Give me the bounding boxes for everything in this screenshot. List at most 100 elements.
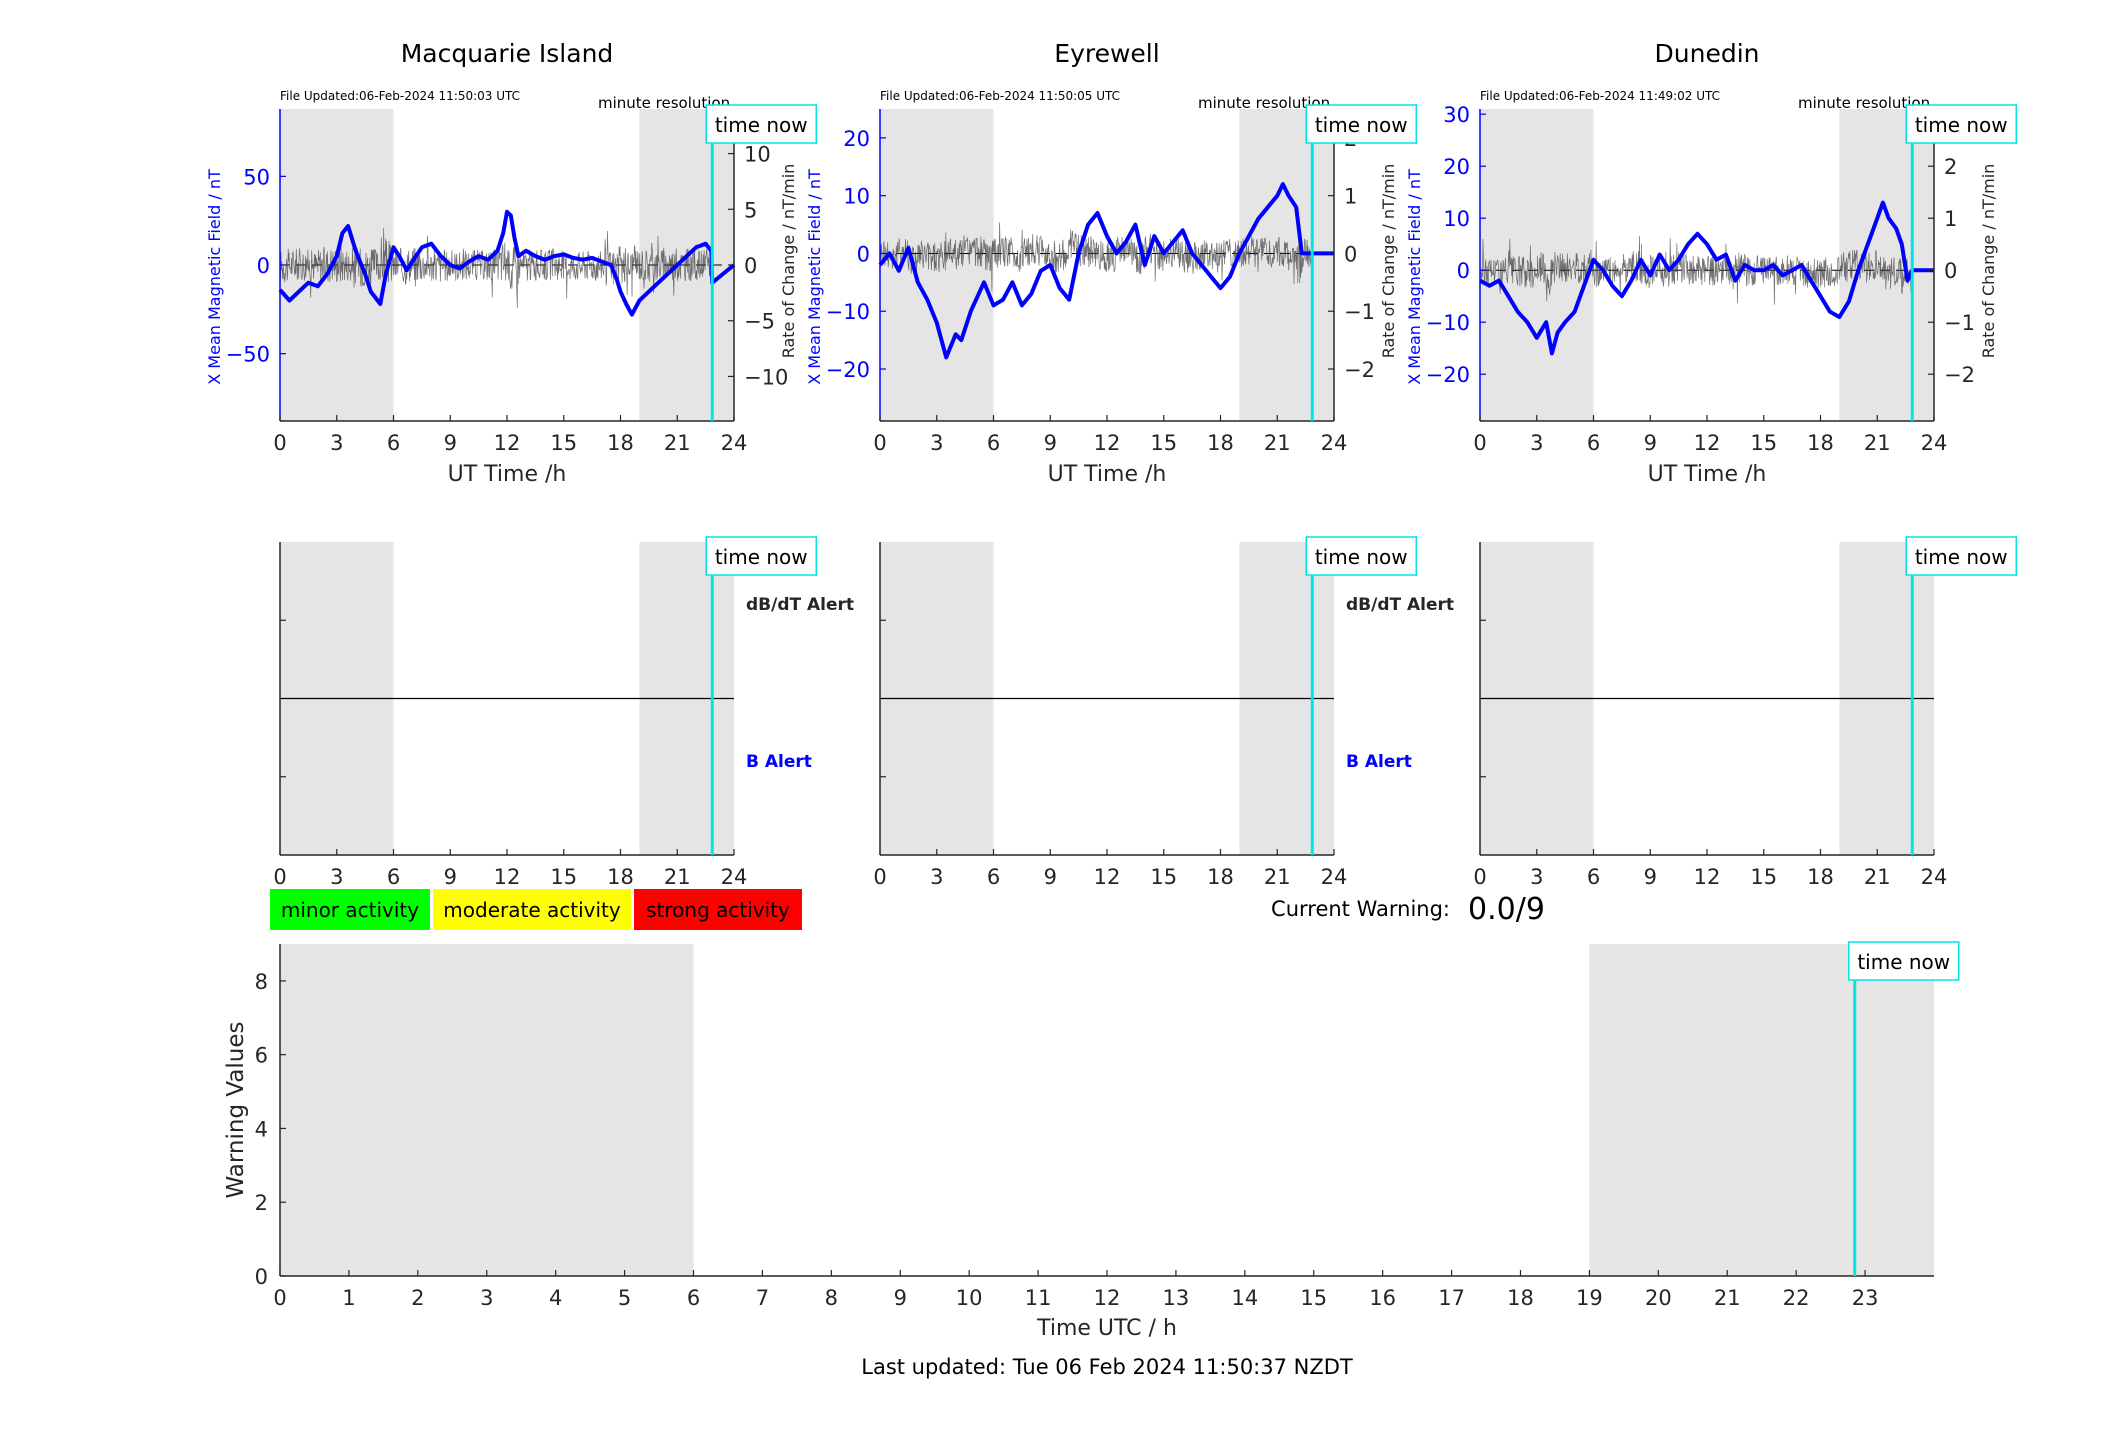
x-tick-label: 8 (825, 1286, 838, 1310)
x-tick-label: 0 (273, 1286, 286, 1310)
y-tick-label-left: −10 (1426, 311, 1470, 335)
time-now-box (1905, 536, 2017, 576)
file-updated-text: File Updated:06-Feb-2024 11:49:02 UTC (1480, 89, 1720, 103)
x-tick-label: 15 (1150, 865, 1177, 889)
x-tick-label: 15 (550, 865, 577, 889)
y-axis-label: Warning Values (223, 1021, 249, 1198)
y-tick-label-left: 0 (857, 242, 870, 266)
legend-swatch-1 (433, 889, 631, 930)
alert-panel-0: 0 3 6 9 12 15 18 21 24 dB/dT Alert B Alert time now (273, 536, 854, 889)
dbdt-alert-label: dB/dT Alert (1346, 595, 1454, 615)
time-now-box (1305, 536, 1417, 576)
y-axis-label-left: X Mean Magnetic Field / nT (1405, 169, 1424, 385)
legend-swatch-2 (634, 889, 802, 930)
rate-of-change-series (1479, 236, 1913, 305)
y-axis-label-right: Rate of Change / nT/min (1379, 164, 1398, 359)
x-tick-label: 12 (494, 865, 521, 889)
x-tick-label: 18 (607, 431, 634, 455)
x-tick-label: 24 (1921, 865, 1948, 889)
x-tick-label: 1 (342, 1286, 355, 1310)
x-tick-label: 18 (607, 865, 634, 889)
x-axis-label: UT Time /h (448, 462, 567, 487)
resolution-label: minute resolution (1798, 94, 1930, 112)
x-tick-label: 6 (1587, 865, 1600, 889)
legend-label-2: strong activity (646, 898, 790, 922)
x-tick-label: 0 (273, 865, 286, 889)
x-tick-label: 0 (273, 431, 286, 455)
night-shade (880, 109, 994, 421)
x-tick-label: 3 (930, 865, 943, 889)
x-tick-label: 24 (1921, 431, 1948, 455)
y-tick-label-right: 0 (1344, 242, 1357, 266)
x-tick-label: 15 (1750, 865, 1777, 889)
x-tick-label: 12 (1694, 865, 1721, 889)
x-tick-label: 18 (1507, 1286, 1534, 1310)
y-tick-label-right: −10 (744, 365, 788, 389)
y-tick-label: 4 (255, 1117, 268, 1141)
x-tick-label: 15 (550, 431, 577, 455)
x-tick-label: 18 (1207, 865, 1234, 889)
time-now-label: time now (1315, 113, 1408, 137)
y-tick-label-right: 10 (744, 143, 771, 167)
y-tick-label-right: −1 (1944, 311, 1975, 335)
x-tick-label: 24 (1321, 431, 1348, 455)
x-tick-label: 24 (721, 865, 748, 889)
x-tick-label: 9 (444, 865, 457, 889)
x-tick-label: 21 (1264, 431, 1291, 455)
x-axis-label: UT Time /h (1048, 462, 1167, 487)
x-tick-label: 18 (1207, 431, 1234, 455)
y-tick-label-left: 0 (1457, 259, 1470, 283)
x-tick-label: 12 (494, 431, 521, 455)
y-tick-label-right: 1 (1944, 207, 1957, 231)
y-tick-label-left: −20 (826, 358, 870, 382)
legend-label-1: moderate activity (443, 898, 621, 922)
y-tick-label: 0 (255, 1265, 268, 1289)
x-tick-label: 21 (664, 865, 691, 889)
time-now-label: time now (1915, 113, 2008, 137)
x-tick-label: 6 (387, 431, 400, 455)
x-tick-label: 14 (1231, 1286, 1258, 1310)
y-tick-label-left: 50 (243, 165, 270, 189)
time-now-label: time now (715, 113, 808, 137)
y-tick-label-right: 0 (744, 254, 757, 278)
y-tick-label-right: −2 (1344, 358, 1375, 382)
y-axis-label-left: X Mean Magnetic Field / nT (205, 169, 224, 385)
y-tick-label-right: 5 (744, 198, 757, 222)
magnetometer-panel-2: −20−100102030−2−1012303691215182124Duned… (1405, 39, 2017, 487)
night-shade (1589, 944, 1934, 1276)
x-tick-label: 23 (1852, 1286, 1879, 1310)
x-tick-label: 15 (1750, 431, 1777, 455)
legend-label-0: minor activity (281, 898, 419, 922)
night-shade (1239, 109, 1334, 421)
panel-title: Macquarie Island (401, 39, 614, 68)
night-shade (1839, 109, 1934, 421)
x-tick-label: 5 (618, 1286, 631, 1310)
x-tick-label: 24 (1321, 865, 1348, 889)
panel-title: Dunedin (1655, 39, 1760, 68)
x-tick-label: 22 (1783, 1286, 1810, 1310)
y-tick-label-right: 1 (1344, 185, 1357, 209)
x-tick-label: 7 (756, 1286, 769, 1310)
x-tick-label: 0 (1473, 431, 1486, 455)
x-tick-label: 19 (1576, 1286, 1603, 1310)
x-tick-label: 12 (1694, 431, 1721, 455)
x-tick-label: 3 (1530, 865, 1543, 889)
y-tick-label-left: 10 (843, 185, 870, 209)
y-tick-label-right: −2 (1944, 363, 1975, 387)
y-tick-label-left: 20 (843, 127, 870, 151)
x-tick-label: 21 (1264, 865, 1291, 889)
x-tick-label: 9 (1644, 431, 1657, 455)
field-series (278, 209, 736, 317)
time-now-label: time now (1857, 950, 1950, 974)
rate-of-change-series (879, 222, 1313, 292)
y-axis-label-right: Rate of Change / nT/min (1979, 164, 1998, 359)
time-now-box (705, 104, 817, 144)
x-tick-label: 3 (330, 431, 343, 455)
resolution-label: minute resolution (1198, 94, 1330, 112)
panel-title: Eyrewell (1054, 39, 1159, 68)
x-tick-label: 0 (1473, 865, 1486, 889)
x-tick-label: 0 (873, 865, 886, 889)
y-tick-label-right: 0 (1944, 259, 1957, 283)
